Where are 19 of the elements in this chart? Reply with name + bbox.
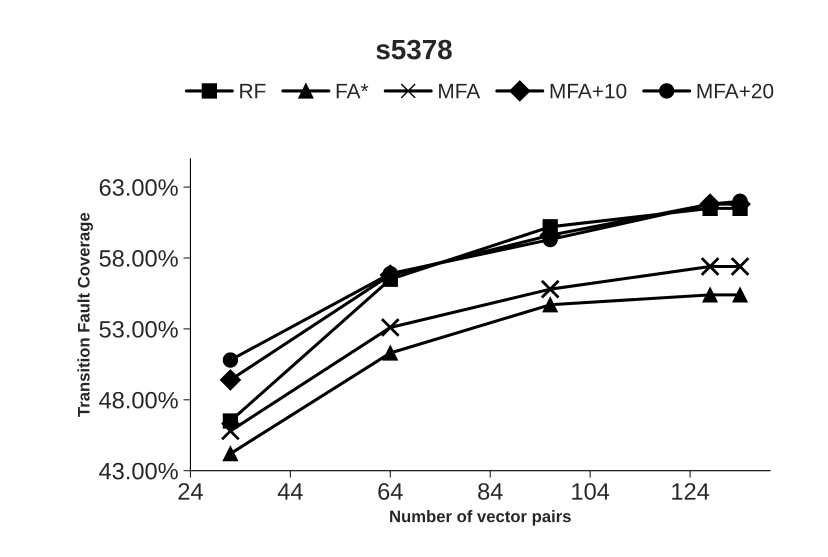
- x-tick-label: 64: [378, 483, 403, 500]
- x-tick-label: 44: [278, 483, 303, 500]
- y-tick-label: 48.00%: [99, 392, 178, 409]
- y-tick-label: 63.00%: [100, 179, 178, 196]
- chart-title: s5378: [376, 40, 452, 60]
- x-axis-title: Number of vector pairs: [390, 510, 571, 526]
- legend-label: RF: [240, 84, 266, 98]
- y-axis-title: Transition Fault Coverage: [77, 212, 94, 417]
- legend-label: MFA+20: [698, 84, 774, 98]
- x-tick-label: 24: [178, 483, 203, 500]
- y-tick-label: 43.00%: [99, 462, 178, 480]
- x-tick-label: 124: [672, 483, 710, 500]
- y-tick-label: 53.00%: [100, 320, 178, 338]
- legend-label: MFA+10: [550, 84, 626, 98]
- legend-label: FA*: [336, 84, 368, 98]
- y-tick-label: 58.00%: [100, 250, 178, 267]
- legend-label: MFA: [439, 84, 480, 98]
- x-tick-label: 84: [478, 483, 503, 500]
- x-tick-label: 104: [572, 483, 610, 500]
